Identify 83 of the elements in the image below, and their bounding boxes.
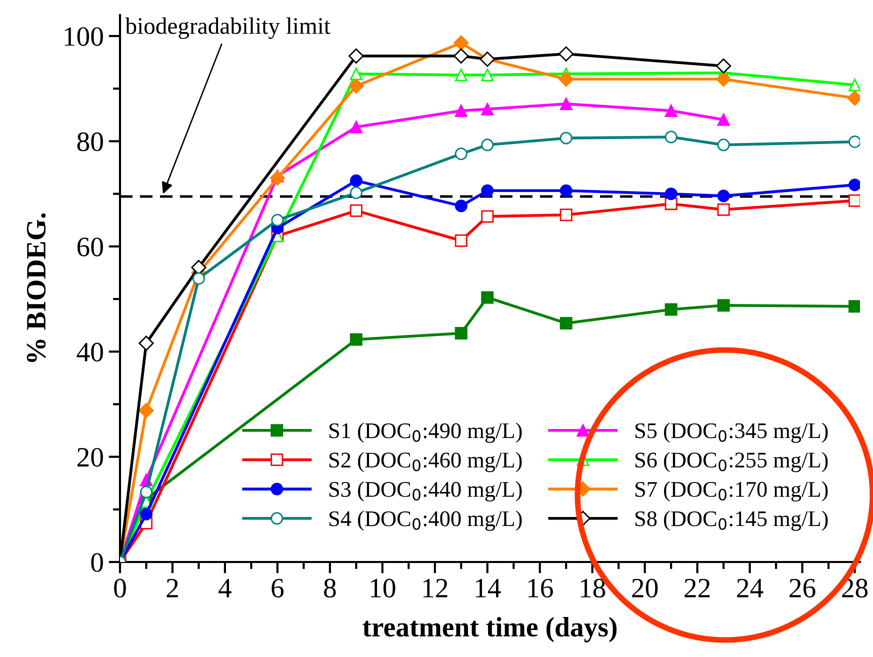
- point: [481, 184, 494, 197]
- point: [350, 186, 362, 200]
- x-axis-title: treatment time (days): [362, 617, 617, 642]
- y-tick-label: 80: [77, 132, 103, 152]
- y-tick-label: 100: [64, 27, 103, 46]
- point: [271, 214, 284, 226]
- point: [717, 138, 730, 152]
- point: [481, 291, 494, 304]
- x-tick-label: 6: [272, 578, 284, 598]
- point: [481, 68, 494, 82]
- point: [664, 130, 678, 144]
- y-tick-label: 60: [77, 238, 103, 256]
- point: [664, 188, 678, 200]
- point: [140, 486, 152, 498]
- point: [138, 336, 154, 351]
- point: [454, 148, 468, 160]
- point: [717, 190, 730, 202]
- point: [481, 138, 494, 152]
- point: [848, 194, 860, 207]
- point: [716, 58, 732, 74]
- legend-label: S7 (DOC$_{0}$:170 mg/L): [635, 481, 828, 502]
- legend-label: S5 (DOC$_{0}$:345 mg/L): [635, 422, 828, 443]
- point: [717, 299, 730, 312]
- legend-label: S4 (DOC$_{0}$:400 mg/L): [329, 510, 522, 531]
- point: [348, 78, 364, 94]
- ref-line-label: biodegradability limit: [125, 17, 330, 39]
- x-tick-label: 12: [423, 578, 448, 598]
- point: [560, 132, 572, 144]
- x-tick-label: 20: [632, 578, 658, 598]
- point: [717, 113, 730, 126]
- y-tick-label: 40: [76, 342, 103, 362]
- x-tick-label: 2: [166, 578, 178, 598]
- point: [848, 178, 860, 192]
- point: [558, 72, 574, 87]
- point: [454, 48, 469, 64]
- x-tick-label: 26: [790, 578, 816, 598]
- x-tick-label: 4: [218, 578, 232, 598]
- point: [716, 72, 732, 87]
- point: [560, 98, 572, 110]
- x-tick-label: 10: [370, 578, 396, 598]
- point: [717, 203, 730, 216]
- y-tick-label: 20: [77, 448, 103, 467]
- point: [454, 326, 468, 340]
- point: [664, 104, 678, 117]
- point: [848, 136, 860, 148]
- point: [350, 174, 362, 187]
- point: [454, 68, 468, 82]
- point: [270, 170, 286, 186]
- point: [140, 508, 152, 520]
- legend-label: S3 (DOC$_{0}$:440 mg/L): [329, 481, 522, 502]
- point: [348, 48, 364, 64]
- point: [350, 68, 362, 80]
- x-tick-label: 24: [737, 578, 764, 598]
- legend-label: S6 (DOC$_{0}$:255 mg/L): [635, 452, 828, 472]
- point: [454, 104, 468, 117]
- point: [454, 35, 469, 50]
- legend-label: S8 (DOC$_{0}$:145 mg/L): [635, 510, 828, 531]
- point: [560, 316, 572, 330]
- y-tick-label: 0: [91, 553, 103, 572]
- point: [350, 120, 362, 134]
- point: [350, 204, 362, 217]
- x-tick-label: 16: [528, 578, 553, 598]
- y-axis-title: % BIODEG.: [26, 213, 46, 362]
- x-tick-label: 22: [684, 578, 710, 598]
- point: [481, 210, 494, 223]
- legend-label: S2 (DOC$_{0}$:460 mg/L): [329, 452, 522, 472]
- point: [192, 272, 205, 285]
- point: [138, 402, 154, 418]
- point: [454, 234, 468, 247]
- point: [848, 300, 860, 313]
- point: [664, 303, 678, 316]
- point: [560, 208, 572, 222]
- x-tick-label: 18: [580, 578, 606, 598]
- point: [848, 78, 860, 92]
- legend-label: S1 (DOC$_{0}$:490 mg/L): [329, 422, 522, 443]
- point: [558, 46, 574, 62]
- x-tick-label: 8: [324, 578, 336, 598]
- x-tick-label: 14: [476, 578, 501, 598]
- x-tick-label: 0: [114, 578, 126, 598]
- point: [481, 102, 494, 116]
- point: [560, 184, 572, 197]
- point: [454, 200, 468, 212]
- point: [350, 333, 362, 346]
